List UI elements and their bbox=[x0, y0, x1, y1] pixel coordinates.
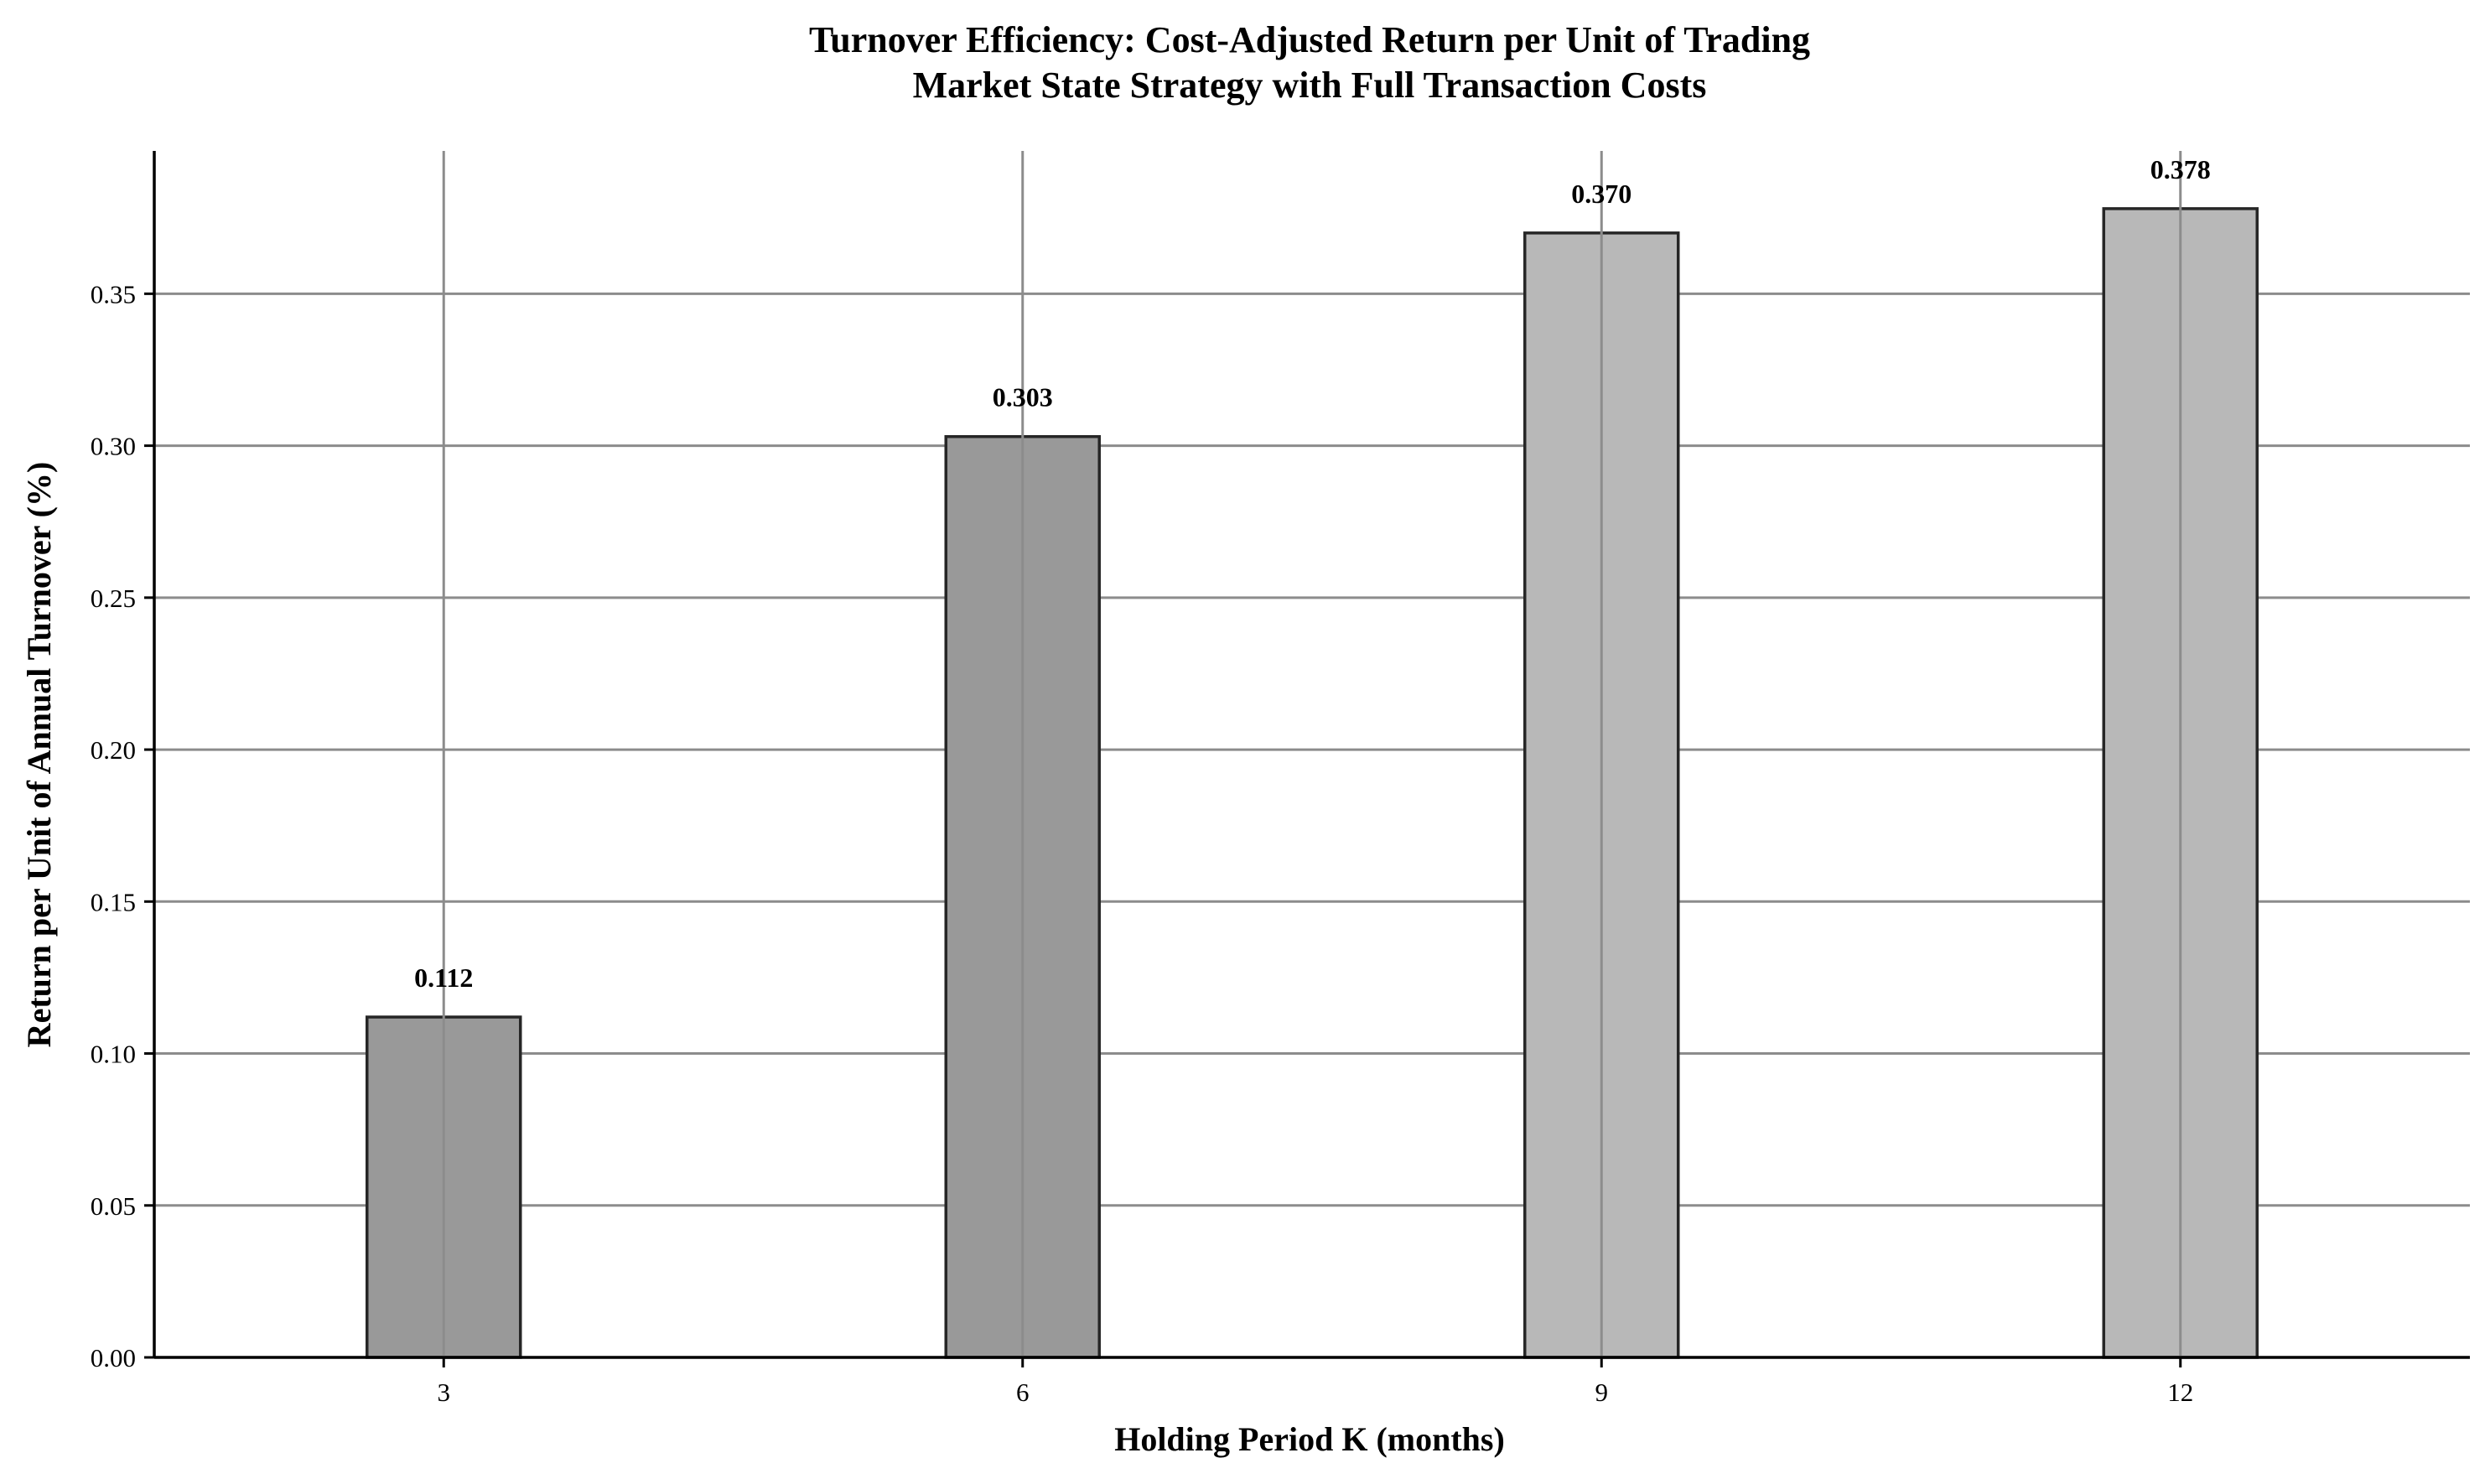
y-tick-label: 0.35 bbox=[91, 279, 136, 309]
y-tick-label: 0.20 bbox=[91, 735, 136, 765]
grid-lines bbox=[154, 292, 2470, 1207]
axes bbox=[144, 151, 2470, 1367]
data-label-k-9: 0.370 bbox=[1571, 179, 1631, 209]
x-axis-label: Holding Period K (months) bbox=[1114, 1420, 1505, 1458]
data-label-k-3: 0.112 bbox=[414, 963, 473, 993]
y-axis-label: Return per Unit of Annual Turnover (%) bbox=[20, 462, 58, 1048]
x-tick-label: 6 bbox=[1016, 1378, 1030, 1407]
y-tick-label: 0.00 bbox=[91, 1343, 136, 1372]
y-tick-label: 0.30 bbox=[91, 432, 136, 461]
y-tick-label: 0.05 bbox=[91, 1191, 136, 1221]
bars bbox=[366, 151, 2259, 1359]
labels: 0.00 0.05 0.10 0.15 0.20 0.25 0.30 0.35 3 0.112 6 0… bbox=[91, 154, 2211, 1407]
y-tick-label: 0.15 bbox=[91, 887, 136, 916]
chart-title-line-2: Market State Strategy with Full Transact… bbox=[913, 65, 1707, 106]
y-tick-label: 0.10 bbox=[91, 1040, 136, 1069]
data-label-k-12: 0.378 bbox=[2150, 154, 2211, 184]
x-tick-label: 12 bbox=[2167, 1378, 2193, 1407]
chart-title-line-1: Turnover Efficiency: Cost-Adjusted Retur… bbox=[809, 19, 1810, 60]
y-tick-label: 0.25 bbox=[91, 584, 136, 613]
x-tick-label: 9 bbox=[1595, 1378, 1609, 1407]
data-label-k-6: 0.303 bbox=[993, 382, 1053, 413]
x-tick-label: 3 bbox=[438, 1378, 451, 1407]
